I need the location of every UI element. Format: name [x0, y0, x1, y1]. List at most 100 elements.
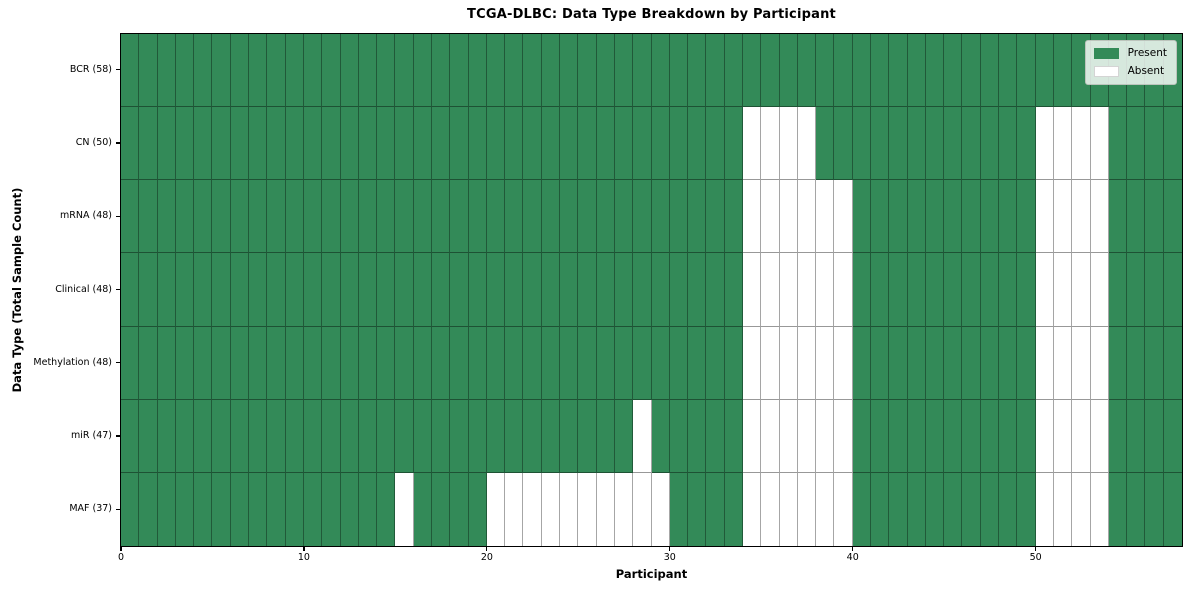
heatmap-cell	[139, 34, 158, 108]
x-tick-mark	[852, 547, 854, 551]
heatmap-cell	[523, 399, 542, 473]
heatmap-cell	[852, 399, 872, 473]
heatmap-cell	[688, 34, 707, 108]
heatmap-cell	[267, 326, 286, 400]
heatmap-cell	[560, 326, 579, 400]
heatmap-cell	[560, 399, 579, 473]
heatmap-cell	[230, 253, 250, 327]
heatmap-cell	[651, 472, 670, 546]
heatmap-cell	[1053, 253, 1073, 327]
heatmap-cell	[944, 253, 963, 327]
heatmap-cell	[578, 326, 597, 400]
heatmap-cell	[395, 34, 414, 108]
heatmap-cell	[175, 180, 195, 254]
heatmap-cell	[505, 180, 524, 254]
heatmap-cell	[962, 399, 981, 473]
heatmap-cell	[614, 253, 634, 327]
heatmap-cell	[413, 180, 432, 254]
heatmap-cell	[834, 180, 853, 254]
heatmap-cell	[871, 107, 890, 181]
heatmap-cell	[139, 472, 158, 546]
heatmap-cell	[1053, 326, 1073, 400]
heatmap-cell	[1072, 253, 1091, 327]
heatmap-cell	[1163, 107, 1182, 181]
heatmap-cell	[139, 399, 158, 473]
heatmap-cell	[1163, 180, 1182, 254]
x-tick-label: 50	[1029, 552, 1042, 563]
heatmap-cell	[358, 107, 378, 181]
y-tick-label: CN (50)	[75, 136, 112, 148]
heatmap-cell	[688, 472, 707, 546]
heatmap-cell	[1053, 107, 1073, 181]
heatmap-cell	[340, 253, 359, 327]
y-tick-mark	[116, 435, 120, 437]
heatmap-cell	[761, 34, 780, 108]
heatmap-cell	[194, 107, 213, 181]
x-tick-label: 30	[663, 552, 676, 563]
heatmap-cell	[871, 253, 890, 327]
heatmap-cell	[1108, 253, 1128, 327]
heatmap-cell	[962, 107, 981, 181]
heatmap-cell	[468, 180, 487, 254]
heatmap-cell	[1017, 472, 1036, 546]
heatmap-cell	[706, 399, 725, 473]
heatmap-cell	[834, 34, 853, 108]
heatmap-cell	[303, 326, 323, 400]
heatmap-cell	[431, 326, 451, 400]
heatmap-cell	[852, 34, 872, 108]
x-tick-label: 40	[846, 552, 859, 563]
heatmap-cell	[651, 326, 670, 400]
heatmap-cell	[578, 107, 597, 181]
heatmap-cell	[907, 180, 926, 254]
legend: Present Absent	[1084, 40, 1177, 85]
heatmap-cell	[157, 107, 176, 181]
heatmap-cell	[541, 399, 561, 473]
heatmap-cell	[194, 253, 213, 327]
heatmap-cell	[395, 253, 414, 327]
heatmap-cell	[358, 253, 378, 327]
heatmap-cell	[614, 399, 634, 473]
heatmap-cell	[249, 253, 268, 327]
heatmap-cell	[413, 253, 432, 327]
heatmap-cell	[1108, 326, 1128, 400]
heatmap-cell	[541, 107, 561, 181]
heatmap-cell	[285, 326, 304, 400]
legend-item-present: Present	[1093, 48, 1167, 59]
heatmap-cell	[1108, 180, 1128, 254]
heatmap-cell	[1145, 326, 1164, 400]
heatmap-cell	[596, 326, 615, 400]
heatmap-cell	[834, 107, 853, 181]
heatmap-cell	[194, 399, 213, 473]
heatmap-cell	[1108, 472, 1128, 546]
heatmap-cell	[962, 180, 981, 254]
heatmap-cell	[377, 472, 396, 546]
heatmap-cell	[614, 34, 634, 108]
heatmap-cell	[761, 399, 780, 473]
heatmap-cell	[267, 472, 286, 546]
heatmap-cell	[121, 253, 140, 327]
heatmap-cell	[413, 34, 432, 108]
heatmap-cell	[413, 326, 432, 400]
heatmap-cell	[889, 180, 908, 254]
heatmap-cell	[175, 326, 195, 400]
heatmap-row	[121, 180, 1182, 254]
heatmap-cell	[742, 399, 762, 473]
heatmap-cell	[578, 472, 597, 546]
heatmap-cell	[486, 180, 506, 254]
heatmap-cell	[925, 180, 945, 254]
heatmap-cell	[175, 107, 195, 181]
heatmap-cell	[212, 107, 231, 181]
heatmap-cell	[505, 107, 524, 181]
heatmap-cell	[578, 180, 597, 254]
heatmap-cell	[303, 253, 323, 327]
heatmap-cell	[852, 253, 872, 327]
heatmap-cell	[322, 253, 341, 327]
heatmap-cell	[669, 34, 689, 108]
heatmap-cell	[395, 326, 414, 400]
heatmap-cell	[285, 253, 304, 327]
heatmap-cell	[761, 326, 780, 400]
heatmap-cell	[889, 326, 908, 400]
heatmap-cell	[925, 34, 945, 108]
heatmap-cell	[944, 107, 963, 181]
heatmap-cell	[742, 472, 762, 546]
